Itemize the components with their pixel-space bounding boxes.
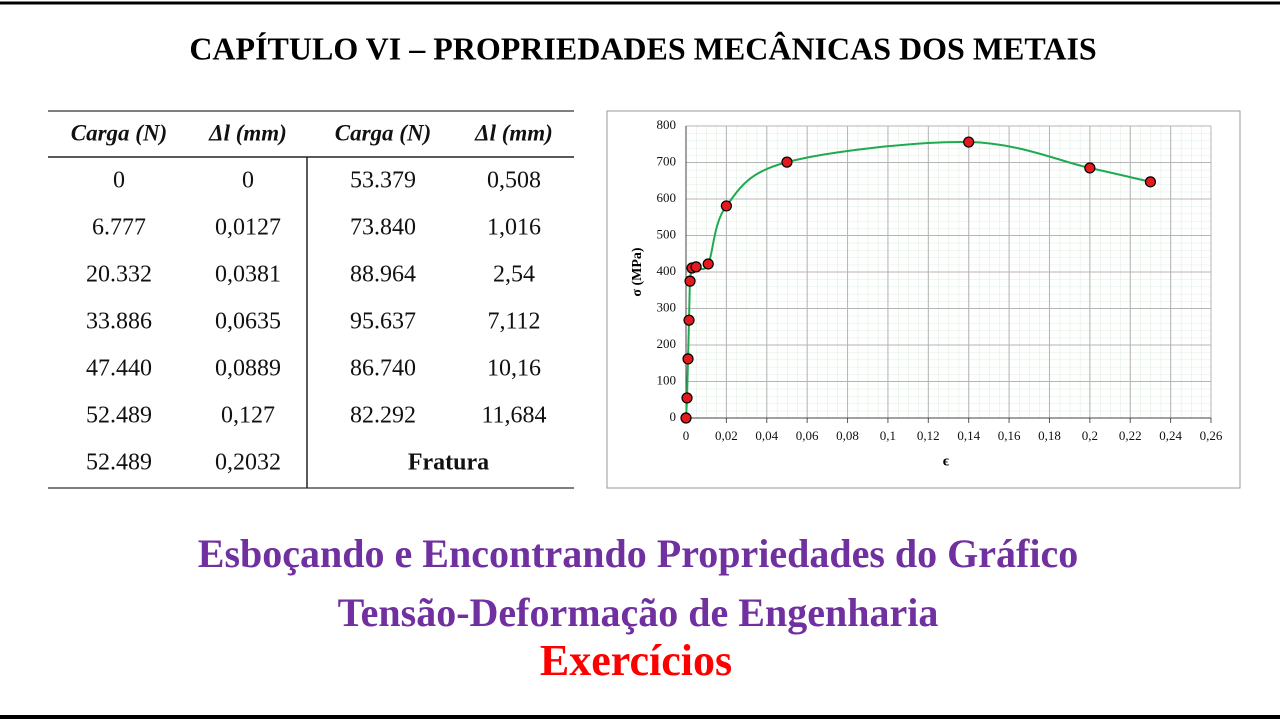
y-tick-label: 100 — [657, 372, 677, 387]
data-point — [1084, 162, 1096, 174]
data-point — [681, 392, 693, 404]
table-cell: 0,508 — [487, 168, 541, 194]
y-tick-label: 500 — [657, 226, 677, 241]
table-cell: 73.840 — [350, 215, 416, 241]
table-header: Carga (N) — [71, 120, 167, 145]
data-point — [682, 353, 694, 365]
chart: ϵ σ (MPa) 0 100 200 300 400 500 600 700 800 0 0,02… — [606, 110, 1241, 489]
x-tick-label: 0,02 — [715, 428, 738, 443]
y-tick-label: 400 — [657, 263, 677, 278]
table-header: Δl (mm) — [208, 120, 287, 145]
table-cell: 0,0635 — [215, 309, 281, 335]
table-cell: 53.379 — [350, 168, 416, 194]
x-tick-label: 0,1 — [880, 428, 896, 443]
data-point — [690, 261, 702, 273]
table-cell: 33.886 — [86, 309, 152, 335]
data-point — [684, 275, 696, 287]
table-cell: 1,016 — [487, 215, 541, 241]
title: CAPÍTULO VI – PROPRIEDADES MECÂNICAS DOS… — [189, 30, 1096, 66]
x-tick-label: 0,18 — [1038, 428, 1061, 443]
table-cell: 47.440 — [86, 356, 152, 382]
table-header: Δl (mm) — [474, 120, 553, 145]
y-tick-label: 800 — [657, 117, 677, 132]
data-point — [720, 200, 732, 212]
x-tick-label: 0,26 — [1200, 428, 1223, 443]
y-axis-label: σ (MPa) — [630, 247, 645, 297]
y-tick-label: 300 — [657, 299, 677, 314]
exercises: Exercícios — [540, 636, 732, 685]
table-cell: 0,0889 — [215, 356, 281, 382]
y-tick-label: 600 — [657, 190, 677, 205]
data-point — [781, 156, 793, 168]
table-cell: 0 — [242, 168, 254, 194]
table-cell: 88.964 — [350, 262, 416, 288]
table-cell: 20.332 — [86, 262, 152, 288]
data-point — [702, 258, 714, 270]
table: Carga (N) Δl (mm) Carga (N) Δl (mm) 0 0 53.379… — [48, 110, 574, 489]
table-cell: 82.292 — [350, 403, 416, 429]
subtitle: Tensão-Deformação de Engenharia — [338, 590, 939, 635]
data-point — [1144, 176, 1157, 188]
y-tick-label: 700 — [657, 153, 677, 168]
table-cell: 11,684 — [481, 403, 546, 429]
data-point — [680, 412, 692, 424]
x-tick-label: 0,08 — [836, 428, 859, 443]
table-cell: 6.777 — [92, 215, 146, 241]
x-tick-label: 0,2 — [1082, 428, 1098, 443]
y-tick-label: 0 — [670, 409, 677, 424]
x-tick-label: 0,24 — [1159, 428, 1182, 443]
table-cell: 95.637 — [350, 309, 416, 335]
table-cell: 0,0381 — [215, 262, 281, 288]
table-cell: 0,127 — [221, 403, 275, 429]
x-tick-label: 0,04 — [755, 428, 778, 443]
table-header: Carga (N) — [335, 120, 431, 145]
table-cell: 52.489 — [86, 403, 152, 429]
x-tick-label: 0,16 — [998, 428, 1021, 443]
table-cell: 0,2032 — [215, 450, 281, 476]
data-point — [963, 136, 975, 148]
y-tick-label: 200 — [657, 336, 677, 351]
table-cell: 10,16 — [487, 356, 541, 382]
table-cell: 2,54 — [493, 262, 535, 288]
x-tick-label: 0 — [683, 428, 690, 443]
table-cell: 52.489 — [86, 450, 152, 476]
x-tick-label: 0,12 — [917, 428, 940, 443]
table-cell: 0 — [113, 168, 125, 194]
x-tick-label: 0,06 — [796, 428, 819, 443]
table-note: Fratura — [408, 450, 489, 476]
subtitle: Esboçando e Encontrando Propriedades do … — [198, 531, 1078, 576]
table-cell: 86.740 — [350, 356, 416, 382]
table-cell: 7,112 — [487, 309, 540, 335]
x-tick-label: 0,22 — [1119, 428, 1142, 443]
table-cell: 0,0127 — [215, 215, 281, 241]
data-point — [683, 314, 695, 326]
x-axis-label: ϵ — [943, 453, 950, 469]
x-tick-label: 0,14 — [957, 428, 980, 443]
